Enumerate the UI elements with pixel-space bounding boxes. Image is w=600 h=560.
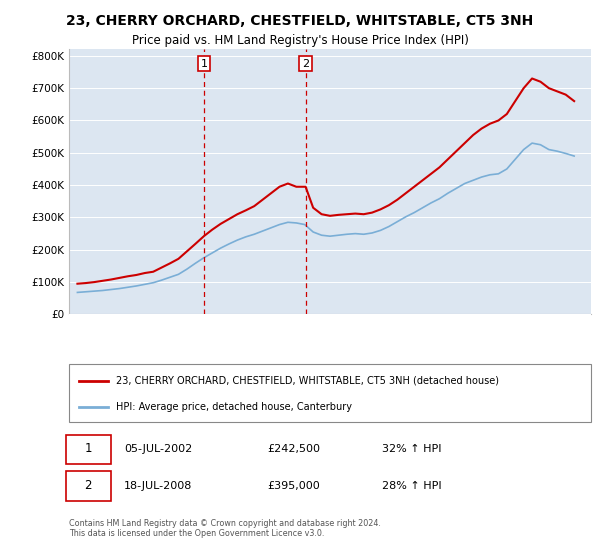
Text: 2: 2 <box>302 59 309 69</box>
Text: 1: 1 <box>85 442 92 455</box>
Text: 28% ↑ HPI: 28% ↑ HPI <box>382 481 442 491</box>
Text: 23, CHERRY ORCHARD, CHESTFIELD, WHITSTABLE, CT5 3NH (detached house): 23, CHERRY ORCHARD, CHESTFIELD, WHITSTAB… <box>116 376 499 386</box>
FancyBboxPatch shape <box>67 472 111 501</box>
FancyBboxPatch shape <box>69 365 591 422</box>
Text: 23, CHERRY ORCHARD, CHESTFIELD, WHITSTABLE, CT5 3NH: 23, CHERRY ORCHARD, CHESTFIELD, WHITSTAB… <box>67 13 533 27</box>
Text: 32% ↑ HPI: 32% ↑ HPI <box>382 444 442 454</box>
Text: Contains HM Land Registry data © Crown copyright and database right 2024.
This d: Contains HM Land Registry data © Crown c… <box>69 519 381 538</box>
Text: 05-JUL-2002: 05-JUL-2002 <box>124 444 192 454</box>
Text: Price paid vs. HM Land Registry's House Price Index (HPI): Price paid vs. HM Land Registry's House … <box>131 34 469 47</box>
Text: 18-JUL-2008: 18-JUL-2008 <box>124 481 192 491</box>
FancyBboxPatch shape <box>67 435 111 464</box>
Text: HPI: Average price, detached house, Canterbury: HPI: Average price, detached house, Cant… <box>116 402 352 412</box>
Text: £395,000: £395,000 <box>268 481 320 491</box>
Text: £242,500: £242,500 <box>268 444 320 454</box>
Text: 2: 2 <box>85 479 92 492</box>
Text: 1: 1 <box>200 59 208 69</box>
